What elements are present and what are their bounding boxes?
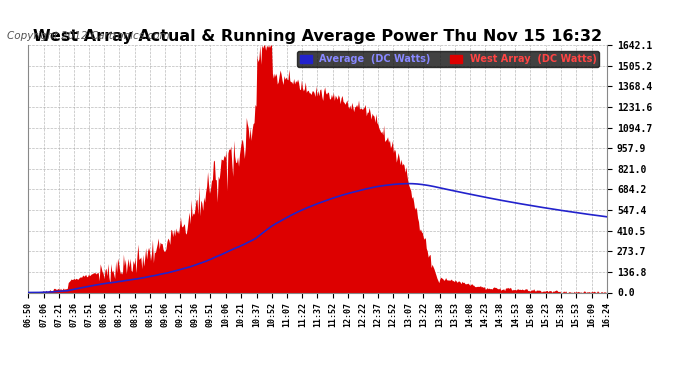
Text: Copyright 2012 Cartronics.com: Copyright 2012 Cartronics.com bbox=[7, 32, 170, 41]
Title: West Array Actual & Running Average Power Thu Nov 15 16:32: West Array Actual & Running Average Powe… bbox=[33, 29, 602, 44]
Legend: Average  (DC Watts), West Array  (DC Watts): Average (DC Watts), West Array (DC Watts… bbox=[297, 51, 600, 67]
